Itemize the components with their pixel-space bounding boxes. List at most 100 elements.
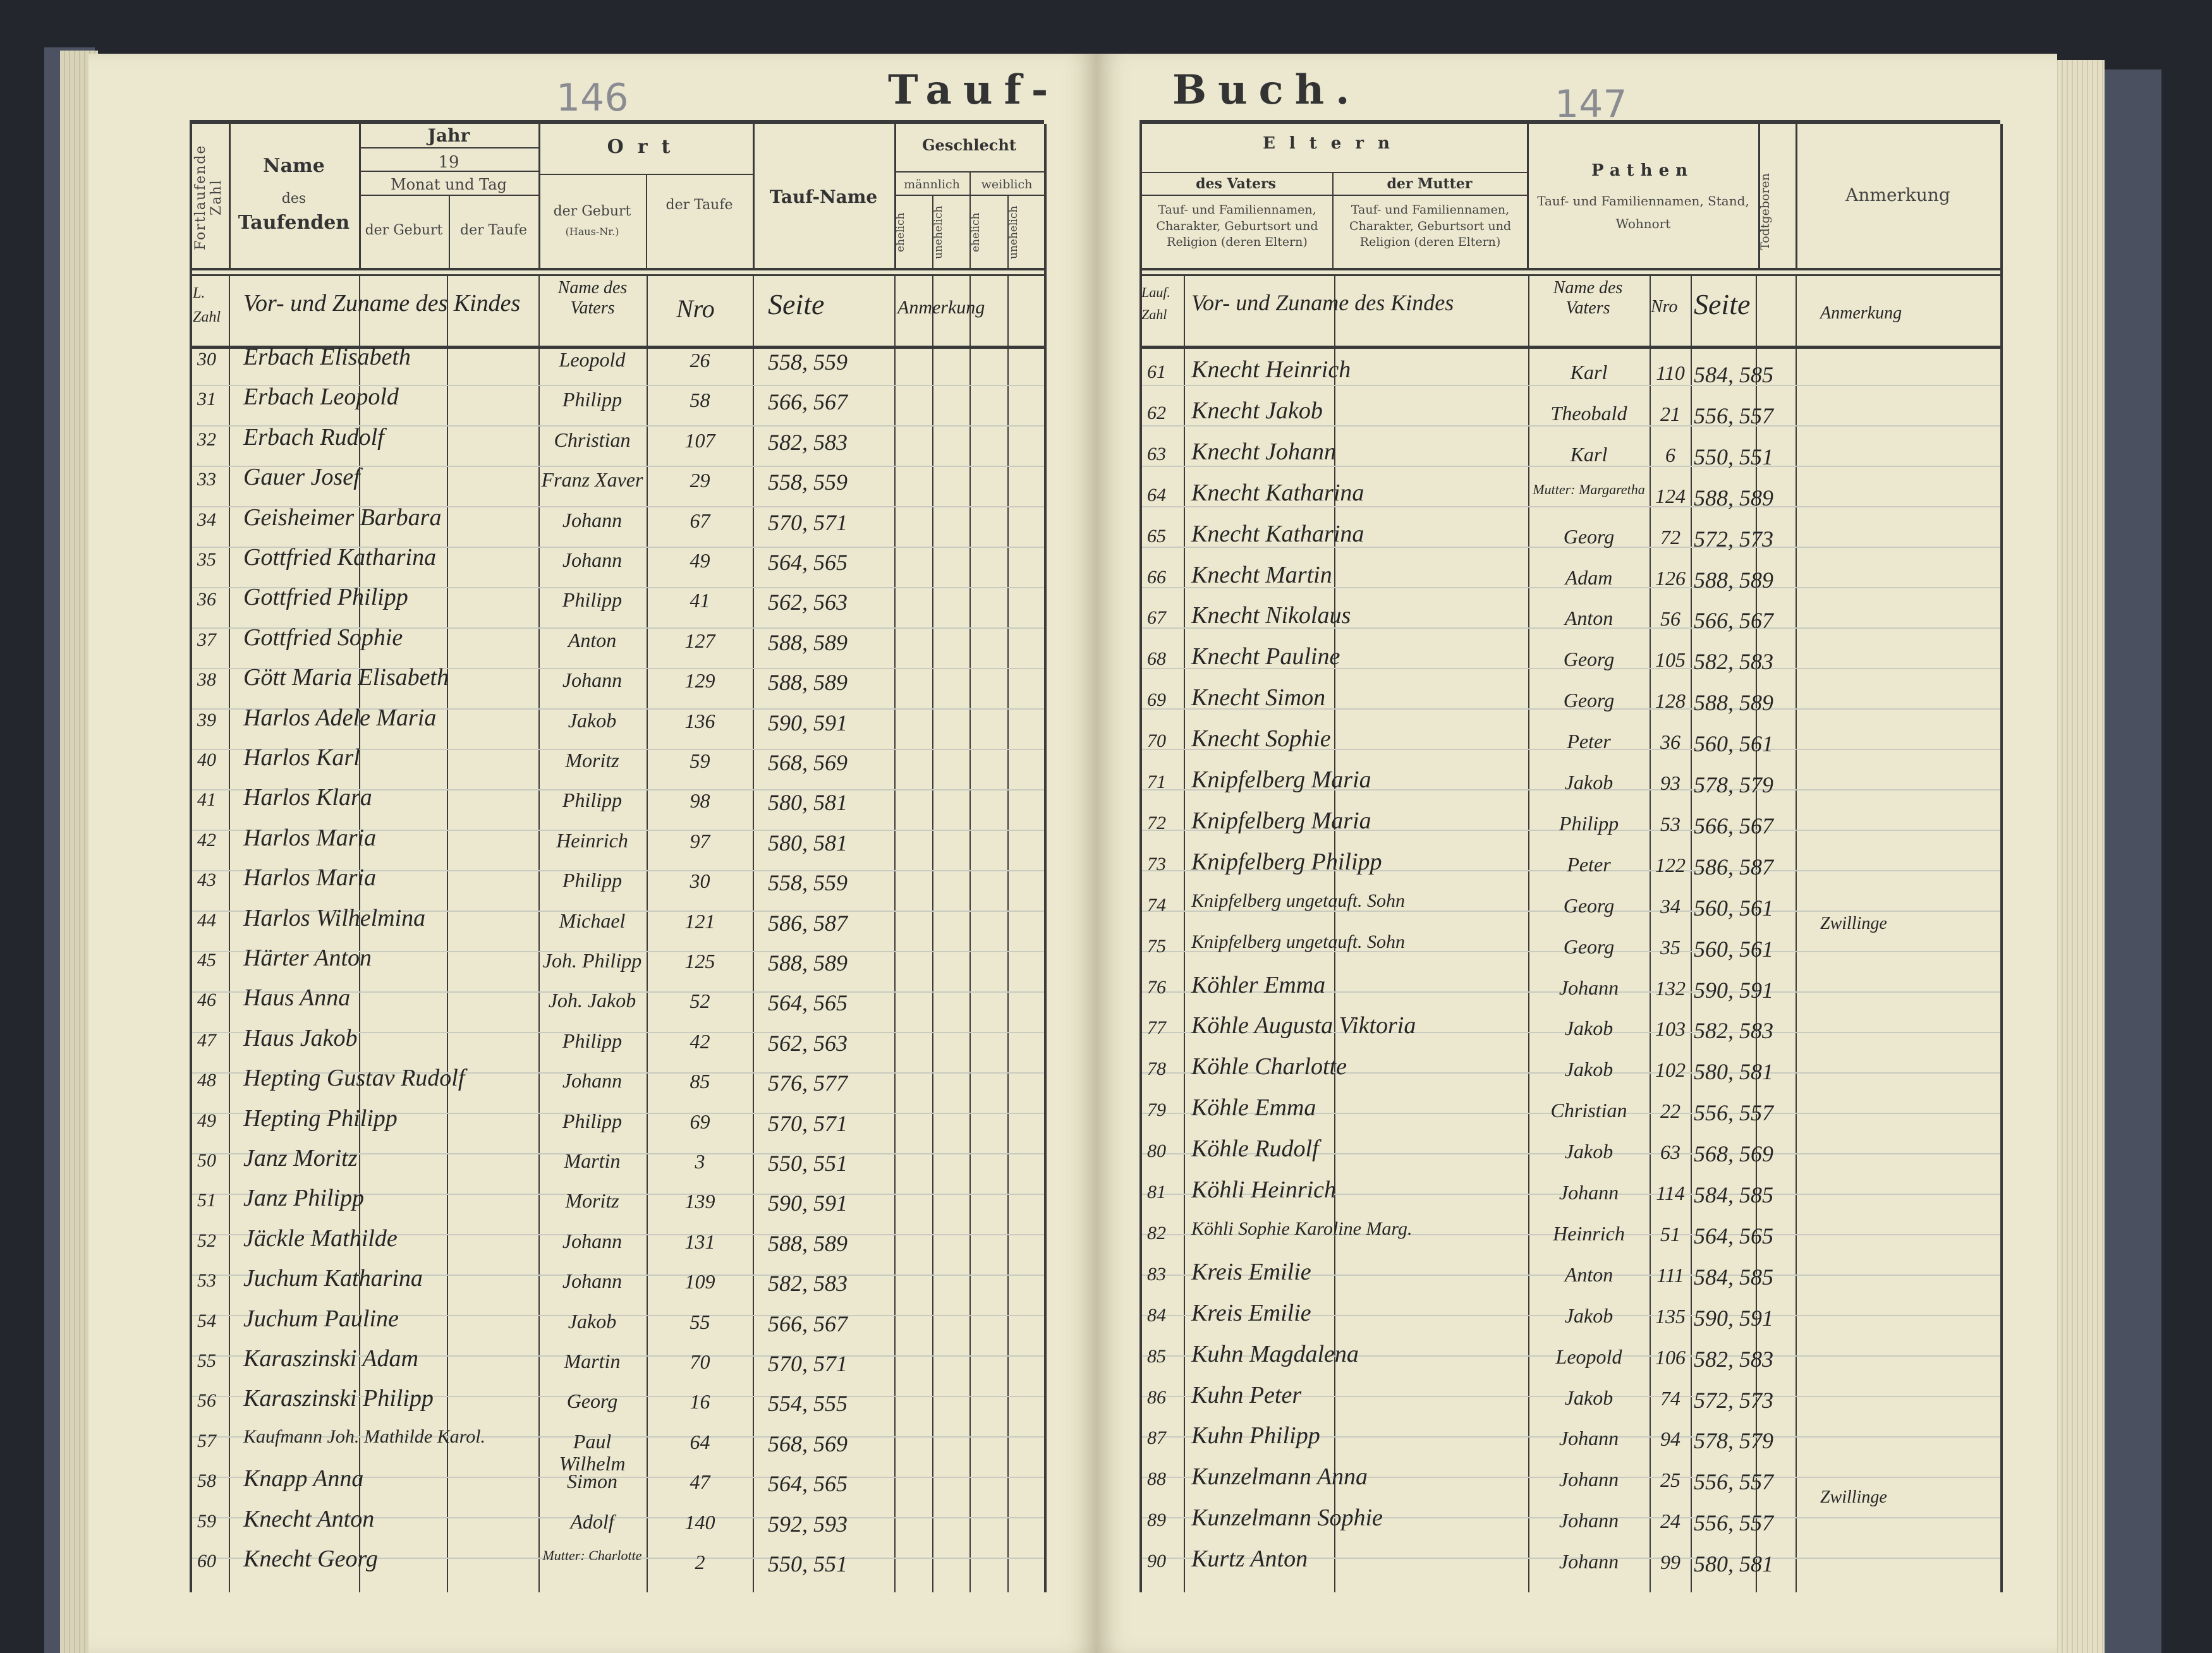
child-name: Harlos Adele Maria: [243, 704, 437, 731]
book-title-left: Tauf-: [888, 66, 1060, 114]
father-name: Adolf: [570, 1510, 614, 1533]
header-bottom-line: [1139, 346, 2000, 349]
header-vater-desc: Tauf- und Familiennamen, Charakter, Gebu…: [1156, 203, 1318, 250]
seite-value: 588, 589: [1694, 485, 1773, 511]
child-name: Knecht Nikolaus: [1191, 602, 1351, 629]
ruling-line: [1142, 708, 2000, 710]
nro-value: 140: [684, 1510, 715, 1534]
child-name: Harlos Karl: [243, 744, 360, 771]
seite-value: 578, 579: [1694, 772, 1773, 797]
nro-value: 129: [684, 669, 715, 693]
row-number: 64: [1147, 484, 1166, 506]
father-name: Johann: [1559, 1468, 1619, 1491]
sub-header-line: [646, 174, 647, 268]
nro-value: 69: [690, 1110, 710, 1133]
nro-value: 51: [1660, 1222, 1680, 1245]
header-w-unehelich: unehelich: [1007, 205, 1020, 259]
father-name: Anton: [568, 628, 617, 651]
nro-value: 109: [684, 1270, 715, 1293]
row-number: 57: [197, 1430, 216, 1451]
child-name: Knecht Pauline: [1191, 643, 1340, 670]
header-double-line: [190, 274, 1044, 276]
seite-value: 584, 585: [1694, 1264, 1773, 1290]
row-number: 86: [1147, 1386, 1166, 1408]
ruling-line: [1142, 1113, 2000, 1114]
seite-value: 570, 571: [768, 1351, 848, 1376]
nro-value: 99: [1660, 1551, 1680, 1574]
nro-value: 58: [690, 389, 710, 412]
nro-value: 107: [684, 428, 715, 452]
hand-header-name-right: Vor- und Zuname des Kindes: [1191, 290, 1454, 315]
child-name: Juchum Katharina: [243, 1265, 423, 1292]
father-name: Georg: [1563, 648, 1615, 671]
child-name: Knipfelberg Maria: [1191, 807, 1371, 834]
book-title-right: Buch.: [1172, 66, 1361, 114]
row-number: 41: [197, 789, 216, 811]
child-name: Harlos Maria: [243, 824, 377, 851]
seite-value: 584, 585: [1694, 1182, 1773, 1208]
ruling-line: [192, 1517, 1044, 1518]
sub-header-line: [359, 171, 538, 172]
hand-header-nro-left: Nro: [676, 294, 715, 323]
child-name: Juchum Pauline: [243, 1305, 399, 1332]
father-name: Georg: [566, 1390, 618, 1413]
nro-value: 41: [690, 589, 710, 612]
ruling-line: [1142, 870, 2000, 871]
child-name: Gottfried Sophie: [243, 624, 403, 651]
row-number: 32: [197, 428, 216, 450]
child-name: Köhli Sophie Karoline Marg.: [1191, 1218, 1413, 1239]
nro-value: 34: [1660, 894, 1680, 917]
row-number: 79: [1147, 1099, 1166, 1121]
header-des: des: [281, 191, 307, 207]
column-line: [1650, 274, 1651, 1592]
ruling-line: [1142, 1153, 2000, 1154]
seite-value: 590, 591: [1694, 977, 1773, 1003]
father-name: Johann: [562, 548, 623, 571]
table-left-border: [190, 124, 192, 1592]
child-name: Erbach Leopold: [243, 384, 399, 411]
header-double-line: [1139, 268, 2000, 270]
row-number: 72: [1147, 812, 1166, 833]
seite-value: 566, 567: [1694, 608, 1773, 634]
header-monat-tag: Monat und Tag: [391, 176, 507, 193]
father-name: Jakob: [1564, 1017, 1613, 1040]
seite-value: 586, 587: [768, 910, 848, 936]
father-name: Johann: [562, 669, 623, 692]
child-name: Härter Anton: [243, 945, 372, 971]
father-name: Heinrich: [556, 828, 628, 852]
father-name: Jakob: [1564, 1304, 1613, 1327]
father-name: Moritz: [565, 749, 619, 772]
child-name: Karaszinski Philipp: [243, 1385, 434, 1412]
row-number: 61: [1147, 361, 1166, 382]
child-name: Knecht Georg: [243, 1546, 378, 1572]
child-name: Knipfelberg Maria: [1191, 766, 1371, 793]
sub-header-line: [969, 171, 971, 268]
child-name: Janz Moritz: [243, 1145, 358, 1172]
ruling-line: [1142, 547, 2000, 548]
child-name: Knecht Johann: [1191, 438, 1337, 465]
father-name: Martin: [564, 1350, 621, 1372]
nro-value: 21: [1660, 402, 1680, 425]
header-eltern: Eltern: [1263, 134, 1404, 153]
child-name: Kuhn Philipp: [1191, 1422, 1320, 1450]
seite-value: 556, 557: [1694, 1100, 1773, 1126]
seite-value: 584, 585: [1694, 362, 1773, 387]
nro-value: 85: [690, 1070, 710, 1093]
ruling-line: [192, 1396, 1044, 1397]
nro-value: 94: [1660, 1427, 1680, 1451]
father-name: Christian: [1550, 1099, 1627, 1122]
child-name: Köhle Augusta Viktoria: [1191, 1012, 1416, 1039]
ruling-line: [1142, 1194, 2000, 1195]
seite-value: 588, 589: [768, 1230, 848, 1256]
nro-value: 36: [1660, 730, 1680, 754]
father-name: Jakob: [1564, 1058, 1613, 1081]
row-number: 83: [1147, 1263, 1166, 1285]
seite-value: 590, 591: [768, 710, 848, 736]
nro-value: 24: [1660, 1510, 1680, 1533]
seite-value: 550, 551: [768, 1151, 848, 1176]
seite-value: 580, 581: [1694, 1059, 1773, 1085]
father-name: Peter: [1567, 730, 1611, 753]
father-name: Leopold: [559, 348, 626, 371]
column-line: [447, 274, 448, 1592]
ruling-line: [192, 1477, 1044, 1478]
